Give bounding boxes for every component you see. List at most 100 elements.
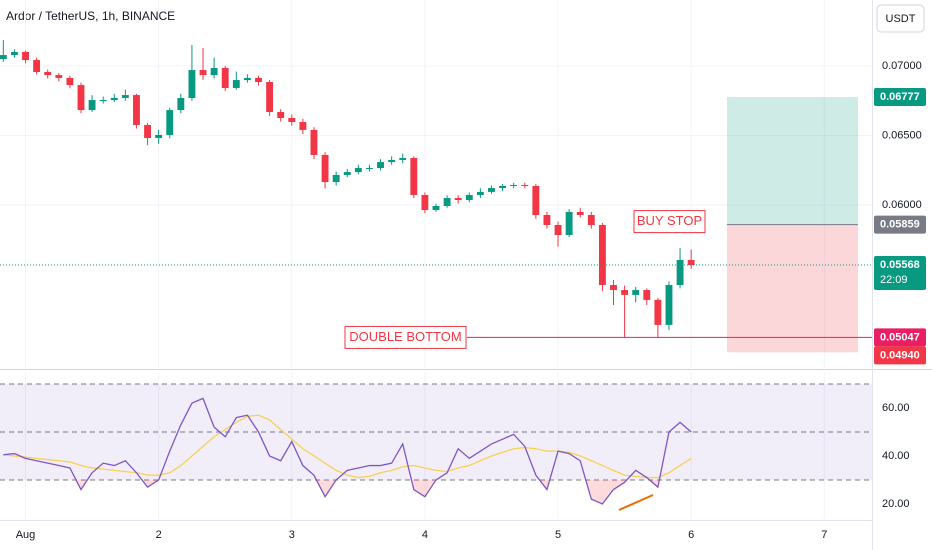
countdown: 22:09 <box>880 274 908 286</box>
candle-body <box>243 77 251 81</box>
double-bottom-box <box>344 325 467 349</box>
last-price-tag-bg <box>874 256 926 291</box>
candle-body <box>565 211 573 236</box>
target-zone <box>727 97 858 225</box>
double-bottom-tag-bg <box>874 328 926 347</box>
candle-body <box>687 260 695 266</box>
candle-body <box>255 77 262 82</box>
candle-body <box>188 70 196 98</box>
candle-body <box>221 67 229 88</box>
currency-button[interactable] <box>876 4 925 33</box>
target-tag: 0.06777 <box>880 91 920 103</box>
candle-body <box>576 211 584 215</box>
rsi-line <box>3 397 692 505</box>
x-tick-label: 4 <box>422 529 428 541</box>
entry-tag: 0.05859 <box>880 218 920 230</box>
candle-body <box>332 174 340 183</box>
candle-body <box>532 185 540 215</box>
candle-body <box>476 191 484 195</box>
entry-tag-bg <box>874 215 926 234</box>
candle-body <box>610 285 617 291</box>
candle-body <box>654 299 662 325</box>
candle-body <box>199 70 207 76</box>
y-tick-label: 0.06500 <box>882 129 922 141</box>
candle-body <box>44 71 52 76</box>
candle-body <box>554 224 562 236</box>
x-tick-label: 2 <box>156 529 162 541</box>
candle-body <box>55 75 63 78</box>
candle-body <box>121 95 129 98</box>
candle-body <box>399 158 407 160</box>
candle-body <box>144 124 151 138</box>
stop-tag: 0.04940 <box>880 349 920 361</box>
candle-body <box>33 60 41 72</box>
candle-body <box>510 184 518 186</box>
candle-body <box>77 85 85 111</box>
candle-body <box>266 81 274 113</box>
candle-body <box>632 290 640 295</box>
candle-body <box>676 260 684 286</box>
double-bottom-tag: 0.05047 <box>880 331 920 343</box>
candle-body <box>0 55 7 60</box>
candle-body <box>88 100 96 111</box>
candle-body <box>343 172 351 175</box>
x-tick-label: 6 <box>688 529 694 541</box>
candle-body <box>410 158 418 195</box>
candle-body <box>321 154 329 183</box>
last-price-tag: 0.05568 <box>880 259 920 271</box>
candle-body <box>354 168 362 173</box>
candle-body <box>421 194 429 210</box>
double-bottom-label: DOUBLE BOTTOM <box>349 329 461 344</box>
candle-body <box>310 129 318 155</box>
stop-tag-bg <box>874 346 926 365</box>
rsi-tick-label: 20.00 <box>882 498 910 510</box>
y-tick-label: 0.06000 <box>882 199 922 211</box>
candle-body <box>232 80 240 88</box>
candle-body <box>488 188 495 192</box>
x-tick-label: Aug <box>16 529 36 541</box>
candle-body <box>365 168 373 170</box>
candle-body <box>388 159 396 163</box>
candle-body <box>155 134 163 138</box>
candle-body <box>299 122 307 130</box>
candle-body <box>210 67 218 76</box>
x-tick-label: 3 <box>289 529 295 541</box>
target-tag-bg <box>874 88 926 107</box>
candle-body <box>665 285 673 325</box>
candle-body <box>598 224 606 286</box>
chart-title: Ardor / TetherUS, 1h, BINANCE <box>6 9 175 23</box>
candle-body <box>499 185 507 189</box>
currency-label[interactable]: USDT <box>886 13 916 25</box>
candle-body <box>432 205 440 210</box>
candle-body <box>10 51 18 56</box>
candle-body <box>521 184 529 186</box>
y-tick-label: 0.07000 <box>882 60 922 72</box>
candle-body <box>587 214 595 225</box>
candle-body <box>377 162 384 169</box>
candle-body <box>166 110 174 135</box>
candle-body <box>66 77 74 86</box>
rsi-tick-label: 60.00 <box>882 402 910 414</box>
x-tick-label: 7 <box>821 529 827 541</box>
candle-body <box>177 97 185 111</box>
rsi-band <box>0 383 872 480</box>
oversold-fill <box>3 479 692 504</box>
buy-stop-label: BUY STOP <box>637 213 702 228</box>
candle-body <box>99 100 107 102</box>
buy-stop-box <box>633 210 706 234</box>
candle-body <box>22 51 29 61</box>
candle-body <box>621 290 629 295</box>
rsi-ma-line <box>3 414 692 479</box>
divergence-line <box>618 494 654 511</box>
candle-body <box>465 194 473 200</box>
x-tick-label: 5 <box>555 529 561 541</box>
candle-body <box>543 214 551 225</box>
rsi-tick-label: 40.00 <box>882 450 910 462</box>
candle-body <box>133 95 140 125</box>
candle-body <box>288 117 296 123</box>
candle-body <box>643 290 651 300</box>
candle-body <box>110 97 118 101</box>
candle-body <box>277 112 285 118</box>
